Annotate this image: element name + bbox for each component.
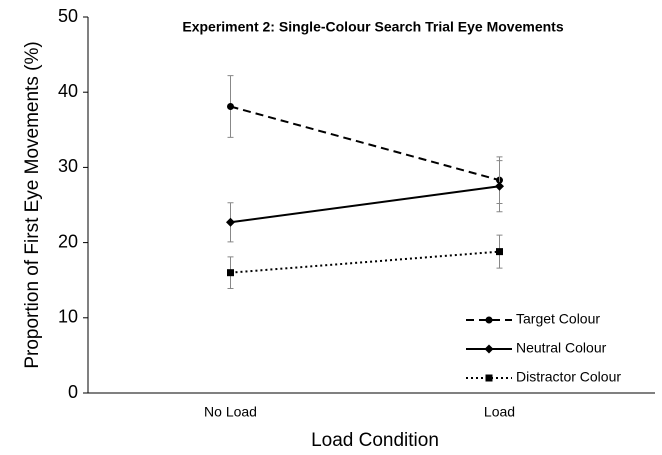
legend-label: Neutral Colour: [516, 340, 607, 356]
marker: [227, 269, 234, 277]
x-axis-label: Load Condition: [311, 430, 439, 451]
marker: [226, 217, 235, 227]
y-tick-label: 0: [68, 382, 78, 402]
y-tick-label: 20: [58, 231, 78, 251]
y-tick-label: 50: [58, 6, 78, 26]
legend-label: Target Colour: [516, 311, 600, 327]
chart-title: Experiment 2: Single-Colour Search Trial…: [182, 19, 563, 35]
x-tick-label: No Load: [204, 404, 257, 420]
marker: [485, 316, 493, 324]
marker: [496, 248, 503, 256]
marker: [485, 374, 493, 382]
series-line: [230, 105, 500, 182]
y-tick-label: 30: [58, 156, 78, 176]
series-line: [230, 185, 500, 224]
marker: [484, 344, 494, 354]
y-tick-label: 40: [58, 81, 78, 101]
legend-label: Distractor Colour: [516, 369, 621, 385]
series-line: [230, 250, 500, 274]
y-tick-label: 10: [58, 307, 78, 327]
x-tick-label: Load: [484, 404, 515, 420]
marker: [495, 181, 504, 191]
marker: [227, 102, 234, 110]
y-axis-label: Proportion of First Eye Movements (%): [22, 41, 43, 368]
